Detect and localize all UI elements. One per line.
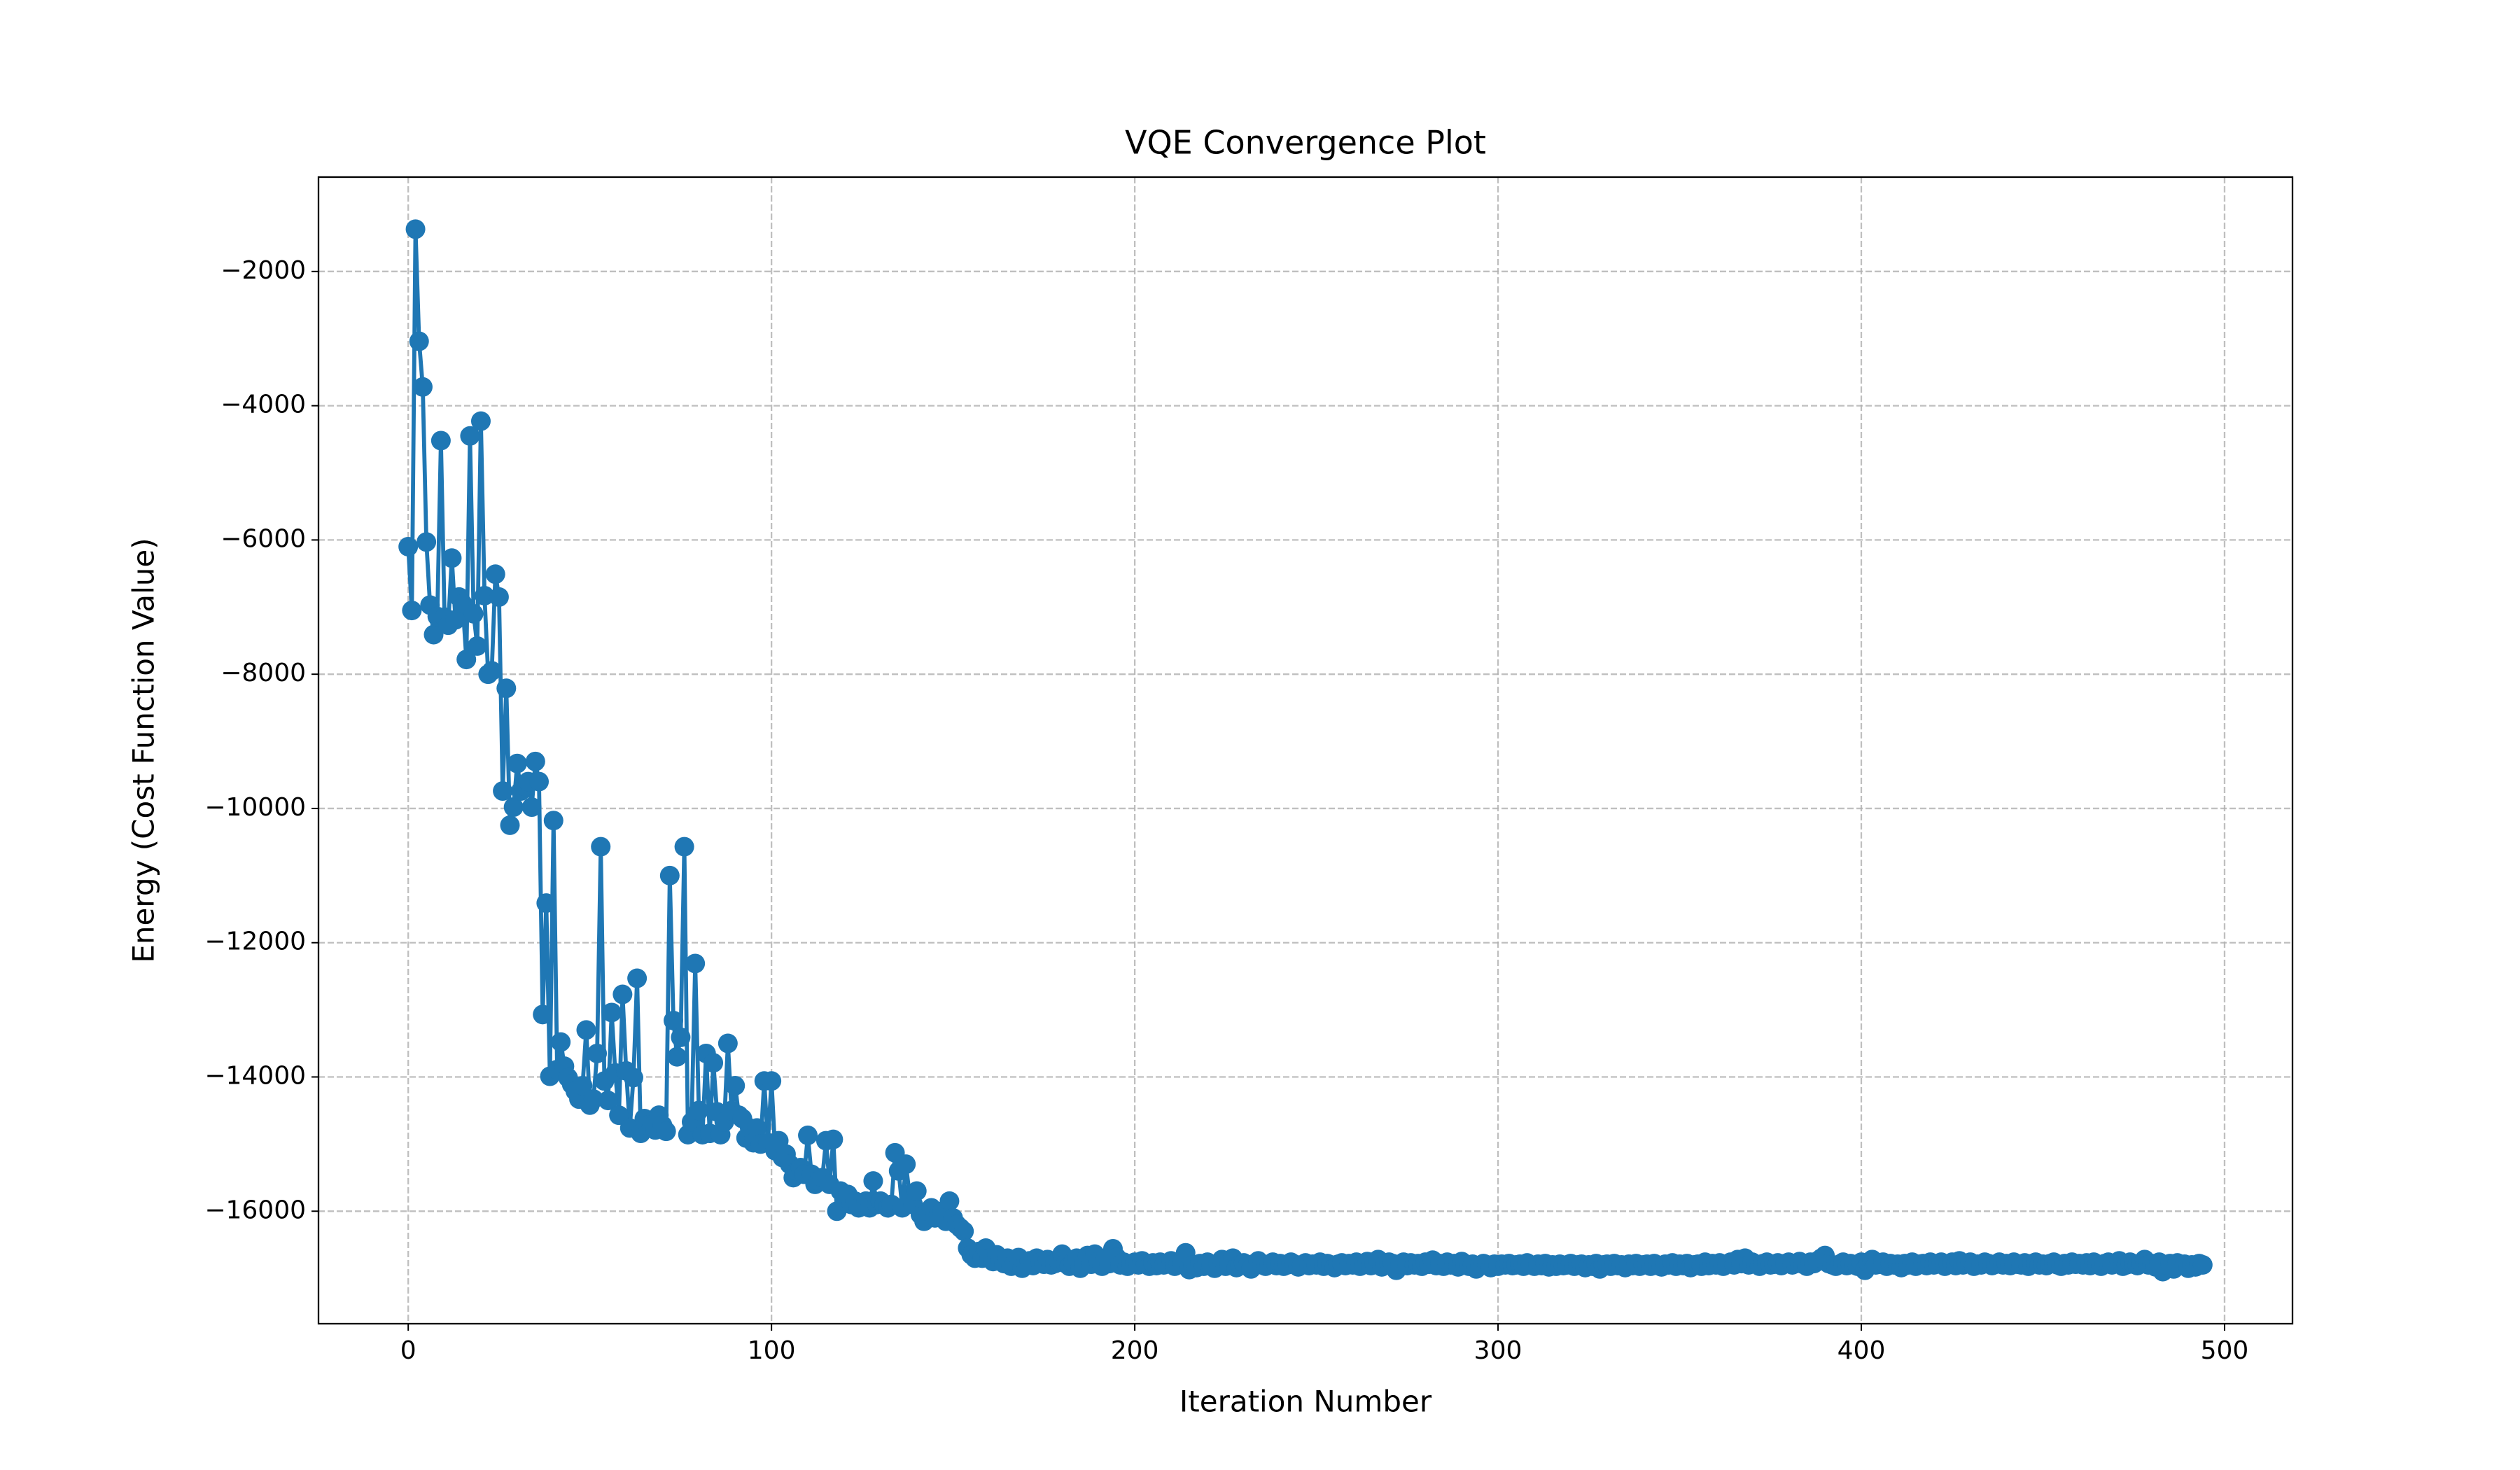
data-point (402, 601, 422, 621)
data-point (463, 603, 484, 624)
data-point (656, 1121, 676, 1142)
data-point (536, 893, 556, 913)
data-point (551, 1032, 571, 1052)
data-point (591, 836, 611, 857)
data-point (412, 377, 433, 397)
data-point (939, 1191, 960, 1211)
data-point (664, 1010, 684, 1030)
data-point (762, 1071, 782, 1091)
data-point (747, 1118, 767, 1138)
data-point (704, 1053, 724, 1073)
data-point (529, 771, 550, 792)
data-point (685, 953, 706, 974)
data-point (533, 1004, 553, 1025)
data-point (627, 968, 648, 988)
data-point (409, 331, 429, 351)
x-tick-label: 200 (1111, 1336, 1159, 1365)
data-point (598, 1091, 618, 1111)
data-point (623, 1068, 643, 1088)
data-point (543, 811, 564, 831)
data-point (398, 536, 419, 556)
data-point (500, 815, 520, 835)
data-point (674, 836, 694, 857)
data-point (525, 751, 545, 771)
data-point (718, 1033, 738, 1054)
data-point (460, 426, 480, 446)
data-point (424, 624, 444, 645)
y-tick-label: −6000 (220, 524, 306, 553)
data-point (573, 1075, 593, 1096)
y-tick-label: −8000 (220, 659, 306, 687)
data-point (863, 1171, 883, 1191)
data-point (2192, 1255, 2213, 1275)
data-point (475, 585, 495, 606)
data-point (493, 781, 513, 802)
data-point (612, 984, 633, 1004)
data-point (725, 1075, 746, 1096)
data-point (445, 610, 465, 630)
data-point (456, 650, 477, 670)
y-tick-label: −14000 (204, 1062, 306, 1091)
data-point (609, 1105, 629, 1126)
data-point (798, 1125, 818, 1145)
data-point (405, 219, 426, 239)
data-point (601, 1002, 622, 1023)
y-axis-label: Energy (Cost Function Value) (127, 538, 161, 962)
data-point (489, 587, 509, 607)
data-point (896, 1154, 916, 1175)
x-tick-label: 100 (748, 1336, 796, 1365)
data-point (659, 865, 680, 886)
data-point (482, 661, 502, 681)
data-point (485, 564, 505, 584)
y-tick-label: −4000 (220, 391, 306, 419)
data-point (467, 636, 487, 656)
data-point (522, 797, 542, 818)
x-tick-label: 0 (400, 1336, 416, 1365)
data-point (587, 1043, 608, 1063)
data-point (430, 430, 451, 451)
y-tick-label: −10000 (204, 793, 306, 822)
data-point (954, 1222, 974, 1242)
data-point (823, 1129, 844, 1149)
plot-frame (317, 176, 2294, 1325)
data-point (689, 1100, 709, 1121)
x-tick-label: 500 (2201, 1336, 2249, 1365)
data-point (416, 532, 437, 552)
data-point (496, 678, 517, 699)
x-tick-label: 400 (1837, 1336, 1886, 1365)
data-point (503, 797, 524, 818)
data-point (507, 753, 527, 774)
data-point (470, 411, 491, 431)
x-tick-label: 300 (1474, 1336, 1522, 1365)
y-tick-label: −2000 (220, 256, 306, 285)
chart-title: VQE Convergence Plot (1125, 124, 1486, 162)
data-point (583, 1089, 603, 1110)
data-point (667, 1046, 687, 1067)
data-point (906, 1181, 927, 1201)
data-point (671, 1027, 691, 1047)
y-tick-label: −16000 (204, 1196, 306, 1224)
x-axis-label: Iteration Number (1180, 1385, 1432, 1419)
data-point (576, 1020, 596, 1040)
y-tick-label: −12000 (204, 927, 306, 956)
data-point (442, 548, 462, 568)
